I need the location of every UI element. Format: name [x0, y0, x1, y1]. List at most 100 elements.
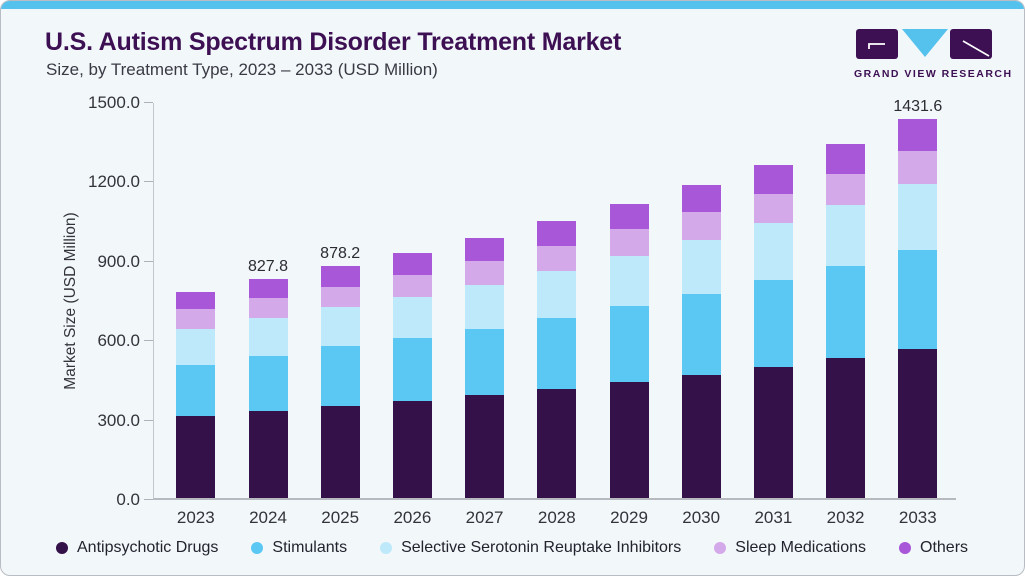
x-tick-label: 2033 — [898, 508, 937, 527]
bar-total-label: 878.2 — [320, 244, 361, 262]
x-tick-label: 2029 — [610, 508, 648, 527]
bar-segment-antipsychotic-drugs — [681, 374, 721, 498]
chart-title: U.S. Autism Spectrum Disorder Treatment … — [45, 28, 622, 56]
y-tick-label: 1200.0 — [88, 172, 140, 192]
bar-segment-selective-serotonin-reuptake-inhibitors — [826, 205, 866, 267]
y-tick-label: 300.0 — [97, 410, 140, 430]
gvr-logo: GRAND VIEW RESEARCH — [854, 29, 1013, 80]
bar-segment-stimulants — [898, 249, 938, 349]
bar-segment-antipsychotic-drugs — [320, 406, 360, 498]
bar-segment-sleep-medications — [898, 151, 938, 185]
bar-segment-others — [176, 291, 216, 310]
legend-swatch-sleep-medications — [714, 542, 727, 554]
legend-swatch-selective-serotonin-reuptake-inhibitors — [380, 542, 393, 554]
bar-segment-selective-serotonin-reuptake-inhibitors — [248, 317, 288, 356]
bar-segment-sleep-medications — [609, 229, 649, 256]
y-tick-label: 900.0 — [97, 251, 140, 271]
legend-label: Others — [920, 539, 969, 556]
bar-segment-sleep-medications — [320, 286, 360, 307]
bar-segment-antipsychotic-drugs — [898, 349, 938, 498]
legend-item-antipsychotic-drugs: Antipsychotic Drugs — [56, 539, 218, 557]
bar-segment-selective-serotonin-reuptake-inhibitors — [609, 255, 649, 306]
bar-segment-antipsychotic-drugs — [537, 388, 577, 498]
bar-segment-stimulants — [826, 266, 866, 359]
bar-segment-others — [248, 278, 288, 299]
bar-segment-antipsychotic-drugs — [248, 411, 288, 498]
x-tick-label: 2025 — [321, 508, 360, 527]
legend-item-others: Others — [899, 539, 968, 557]
top-accent-strip — [1, 1, 1024, 9]
chart-subtitle: Size, by Treatment Type, 2023 – 2033 (US… — [46, 60, 438, 79]
bar-total-label: 827.8 — [247, 257, 289, 275]
logo-g-mark — [868, 43, 885, 49]
legend-item-stimulants: Stimulants — [251, 539, 347, 557]
legend-label: Selective Serotonin Reuptake Inhibitors — [401, 539, 682, 556]
y-tick-mark — [144, 419, 153, 421]
bar-2023 — [176, 291, 216, 498]
bar-segment-selective-serotonin-reuptake-inhibitors — [320, 306, 360, 346]
legend-item-selective-serotonin-reuptake-inhibitors: Selective Serotonin Reuptake Inhibitors — [380, 539, 681, 557]
bar-segment-sleep-medications — [826, 174, 866, 206]
bar-segment-stimulants — [609, 305, 649, 383]
x-tick-label: 2030 — [682, 508, 721, 527]
bar-segment-selective-serotonin-reuptake-inhibitors — [681, 239, 721, 294]
bar-segment-selective-serotonin-reuptake-inhibitors — [753, 223, 793, 281]
bar-segment-others — [392, 252, 432, 275]
legend-swatch-stimulants — [251, 542, 264, 554]
bar-segment-antipsychotic-drugs — [465, 395, 505, 498]
bar-2030 — [681, 185, 721, 498]
bar-segment-antipsychotic-drugs — [609, 382, 649, 498]
bar-segment-others — [826, 143, 866, 175]
bar-segment-antipsychotic-drugs — [753, 366, 793, 498]
legend-item-sleep-medications: Sleep Medications — [714, 539, 866, 557]
bar-2027 — [465, 238, 505, 498]
gvr-logo-mark-icon — [856, 29, 992, 59]
bar-segment-sleep-medications — [176, 309, 216, 329]
legend-label: Sleep Medications — [735, 539, 867, 556]
bar-segment-sleep-medications — [465, 261, 505, 285]
bar-segment-others — [681, 185, 721, 213]
plot-area: 0.0 300.0 600.0 900.0 1200.0 1500.0 2023 2024 82… — [88, 93, 956, 527]
x-tick-label: 2031 — [754, 508, 793, 527]
legend-label: Antipsychotic Drugs — [77, 539, 219, 556]
y-tick-mark — [144, 260, 153, 262]
y-tick-mark — [144, 340, 153, 342]
bar-segment-selective-serotonin-reuptake-inhibitors — [465, 284, 505, 329]
y-tick-mark — [144, 499, 153, 500]
bar-segment-sleep-medications — [248, 298, 288, 318]
logo-r-mark — [962, 40, 990, 57]
y-tick-mark — [144, 102, 153, 103]
bar-segment-antipsychotic-drugs — [392, 401, 432, 498]
x-tick-label: 2027 — [465, 508, 504, 527]
bar-segment-stimulants — [465, 328, 505, 396]
bar-2025 — [320, 265, 360, 498]
bar-segment-selective-serotonin-reuptake-inhibitors — [898, 184, 938, 250]
bar-segment-stimulants — [392, 338, 432, 402]
x-tick-label: 2024 — [249, 508, 287, 527]
logo-v-triangle — [902, 29, 948, 57]
bar-2024 — [248, 278, 288, 498]
bar-segment-stimulants — [537, 317, 577, 389]
y-tick-label: 1500.0 — [88, 93, 140, 112]
bar-segment-stimulants — [681, 293, 721, 375]
legend-swatch-others — [899, 542, 912, 554]
bar-2026 — [392, 252, 432, 498]
bar-segment-others — [753, 165, 793, 194]
bar-segment-antipsychotic-drugs — [176, 415, 216, 498]
bar-segment-others — [609, 204, 649, 230]
logo-wordmark: GRAND VIEW RESEARCH — [854, 68, 1013, 80]
bar-segment-selective-serotonin-reuptake-inhibitors — [176, 328, 216, 365]
bar-segment-others — [537, 221, 577, 247]
bar-segment-sleep-medications — [392, 274, 432, 297]
y-tick-mark — [144, 181, 153, 183]
bar-2028 — [537, 221, 577, 498]
bar-segment-stimulants — [248, 355, 288, 412]
bar-segment-others — [465, 238, 505, 262]
bar-2032 — [826, 143, 866, 498]
bar-segment-others — [320, 265, 360, 287]
bar-segment-others — [898, 119, 938, 152]
bar-2033 — [898, 119, 938, 498]
x-tick-label: 2032 — [826, 508, 865, 527]
bar-total-label: 1431.6 — [893, 98, 943, 116]
